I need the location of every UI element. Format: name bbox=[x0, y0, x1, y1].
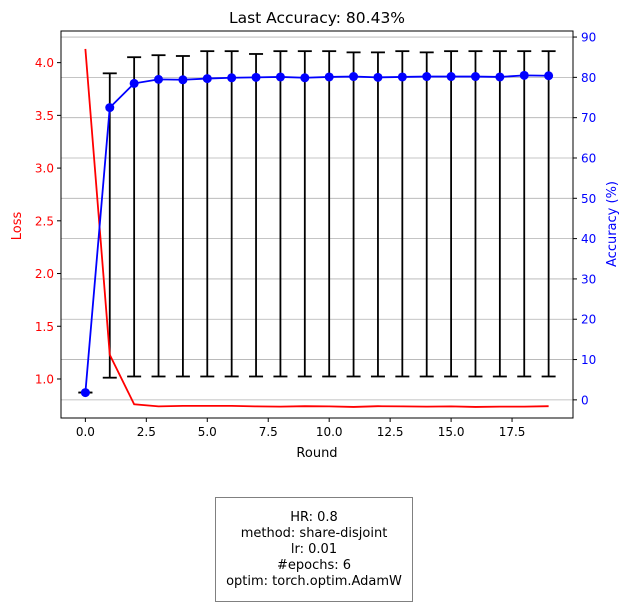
accuracy-markers bbox=[80, 70, 554, 398]
right-tick-label: 40 bbox=[581, 232, 596, 246]
right-tick-label: 0 bbox=[581, 393, 589, 407]
error-bar bbox=[297, 50, 312, 378]
error-bar bbox=[370, 51, 385, 378]
error-bar bbox=[346, 51, 361, 378]
error-bar bbox=[127, 56, 142, 378]
accuracy-line bbox=[84, 74, 549, 393]
accuracy-point bbox=[373, 72, 383, 82]
error-bar bbox=[395, 50, 410, 378]
accuracy-point bbox=[105, 103, 115, 113]
accuracy-point bbox=[422, 72, 432, 82]
chart-title: Last Accuracy: 80.43% bbox=[229, 9, 405, 27]
accuracy-point bbox=[129, 78, 139, 88]
left-tick-label: 1.5 bbox=[35, 320, 54, 334]
x-tick-label: 0.0 bbox=[76, 425, 95, 439]
info-lr: lr: 0.01 bbox=[290, 541, 338, 557]
right-tick-label: 20 bbox=[581, 313, 596, 327]
left-tick-label: 1.0 bbox=[35, 372, 54, 386]
error-bar bbox=[468, 50, 483, 378]
left-axis-ticks: 1.0 1.5 2.0 2.5 3.0 3.5 4.0 bbox=[35, 56, 61, 386]
accuracy-point bbox=[202, 74, 212, 84]
right-tick-label: 70 bbox=[581, 111, 596, 125]
error-bar bbox=[151, 54, 166, 378]
plot-frame bbox=[60, 30, 574, 419]
left-tick-label: 3.0 bbox=[35, 162, 54, 176]
info-box: HR: 0.8 method: share-disjoint lr: 0.01 … bbox=[215, 497, 413, 602]
accuracy-point bbox=[446, 72, 456, 82]
error-bar bbox=[102, 72, 117, 379]
accuracy-point bbox=[324, 72, 334, 82]
error-bar bbox=[224, 50, 239, 378]
x-tick-label: 2.5 bbox=[137, 425, 156, 439]
x-tick-label: 7.5 bbox=[259, 425, 278, 439]
left-tick-label: 3.5 bbox=[35, 109, 54, 123]
accuracy-point bbox=[349, 72, 359, 82]
right-axis-ticks: 0 10 20 30 40 50 60 70 80 90 bbox=[573, 31, 596, 407]
accuracy-point bbox=[80, 388, 90, 398]
accuracy-point bbox=[300, 73, 310, 83]
accuracy-point bbox=[470, 72, 480, 82]
error-bar bbox=[322, 50, 337, 378]
accuracy-point bbox=[519, 70, 529, 80]
right-tick-label: 30 bbox=[581, 272, 596, 286]
error-bar bbox=[419, 51, 434, 378]
x-tick-label: 5.0 bbox=[198, 425, 217, 439]
error-bar bbox=[444, 50, 459, 378]
right-tick-label: 90 bbox=[581, 31, 596, 45]
error-bar bbox=[200, 50, 215, 378]
right-axis-label: Accuracy (%) bbox=[605, 181, 620, 267]
accuracy-point bbox=[275, 72, 285, 82]
x-tick-label: 12.5 bbox=[377, 425, 404, 439]
accuracy-point bbox=[154, 74, 164, 84]
x-tick-label: 17.5 bbox=[499, 425, 526, 439]
error-bar bbox=[175, 55, 190, 378]
x-tick-label: 10.0 bbox=[316, 425, 343, 439]
right-tick-label: 50 bbox=[581, 192, 596, 206]
left-axis-label: Loss bbox=[10, 212, 25, 241]
accuracy-point bbox=[495, 72, 505, 82]
gridlines bbox=[61, 36, 573, 401]
info-optim: optim: torch.optim.AdamW bbox=[226, 573, 402, 589]
error-bar bbox=[249, 53, 264, 378]
chart: Last Accuracy: 80.43% 0.0 2.5 5.0 7.5 10.0 12… bbox=[10, 9, 620, 461]
error-bar bbox=[541, 50, 556, 378]
accuracy-point bbox=[397, 72, 407, 82]
right-tick-label: 10 bbox=[581, 353, 596, 367]
error-bars bbox=[78, 50, 556, 394]
left-tick-label: 2.0 bbox=[35, 267, 54, 281]
x-axis-ticks: 0.0 2.5 5.0 7.5 10.0 12.5 15.0 17.5 bbox=[76, 418, 526, 439]
accuracy-point bbox=[227, 73, 237, 83]
accuracy-point bbox=[178, 75, 188, 85]
accuracy-point bbox=[251, 72, 261, 82]
error-bar bbox=[517, 50, 532, 378]
info-hr: HR: 0.8 bbox=[290, 509, 338, 525]
loss-line bbox=[84, 48, 549, 408]
error-bar bbox=[273, 50, 288, 378]
error-bar bbox=[492, 50, 507, 378]
left-tick-label: 4.0 bbox=[35, 56, 54, 70]
x-axis-label: Round bbox=[296, 446, 337, 461]
info-epochs: #epochs: 6 bbox=[276, 557, 352, 573]
x-tick-label: 15.0 bbox=[438, 425, 465, 439]
accuracy-point bbox=[544, 71, 554, 81]
right-tick-label: 60 bbox=[581, 151, 596, 165]
left-tick-label: 2.5 bbox=[35, 214, 54, 228]
right-tick-label: 80 bbox=[581, 71, 596, 85]
info-method: method: share-disjoint bbox=[240, 525, 388, 541]
